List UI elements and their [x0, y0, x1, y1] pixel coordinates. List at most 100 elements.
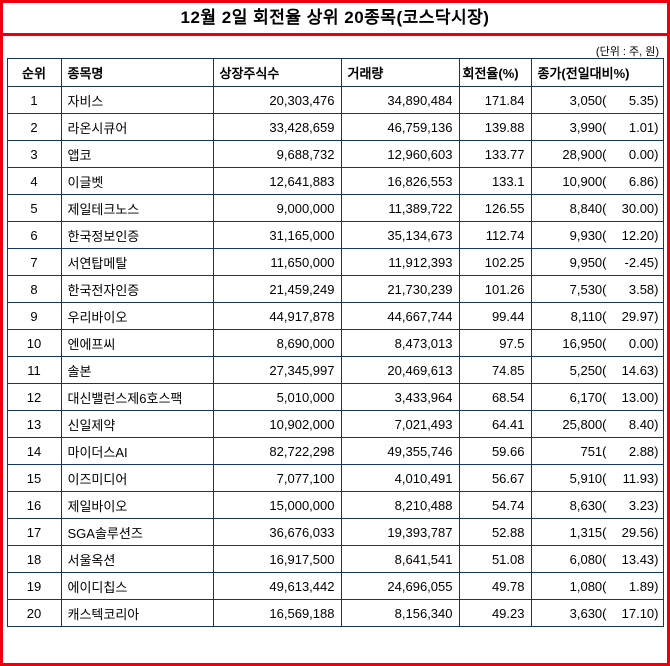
rank-cell: 12	[6, 383, 62, 411]
turnover-cell: 59.66	[458, 437, 532, 465]
close-price: 16,950(	[562, 335, 607, 351]
turnover-cell: 74.85	[458, 356, 532, 384]
close-cell: 8,110(29.97)	[530, 302, 664, 330]
close-change-pct: 13.00)	[621, 389, 659, 405]
close-wrap: 9,950( -2.45)	[538, 255, 659, 270]
shares-cell: 20,303,476	[212, 86, 342, 114]
close-cell: 3,050(5.35)	[530, 86, 664, 114]
turnover-cell: 171.84	[458, 86, 532, 114]
table-row: 1 자비스 20,303,476 34,890,484 171.84 3,050(5.35…	[6, 86, 664, 114]
table-row: 7 서연탑메탈 11,650,000 11,912,393 102.25 9,950(-2…	[6, 248, 664, 276]
shares-cell: 27,345,997	[212, 356, 342, 384]
name-cell: 앱코	[60, 140, 214, 168]
close-wrap: 1,315(29.56)	[538, 525, 659, 540]
volume-cell: 7,021,493	[340, 410, 460, 438]
close-cell: 5,910(11.93)	[530, 464, 664, 492]
turnover-cell: 49.78	[458, 572, 532, 600]
table-row: 3 앱코 9,688,732 12,960,603 133.77 28,900(0.00)	[6, 140, 664, 168]
turnover-cell: 68.54	[458, 383, 532, 411]
name-cell: 엔에프씨	[60, 329, 214, 357]
volume-cell: 8,156,340	[340, 599, 460, 627]
close-cell: 5,250(14.63)	[530, 356, 664, 384]
column-header-name: 종목명	[60, 58, 214, 87]
table-row: 9 우리바이오 44,917,878 44,667,744 99.44 8,110(29.…	[6, 302, 664, 330]
close-price: 3,630(	[569, 605, 607, 621]
name-cell: 에이디칩스	[60, 572, 214, 600]
rank-cell: 8	[6, 275, 62, 303]
close-price: 8,630(	[569, 497, 607, 513]
close-price: 9,950(	[569, 254, 607, 270]
close-cell: 10,900(6.86)	[530, 167, 664, 195]
volume-cell: 20,469,613	[340, 356, 460, 384]
close-cell: 9,950( -2.45)	[530, 248, 664, 276]
table-row: 18 서울옥션 16,917,500 8,641,541 51.08 6,080(13.4…	[6, 545, 664, 573]
close-change-pct: 12.20)	[621, 227, 659, 243]
shares-cell: 5,010,000	[212, 383, 342, 411]
shares-cell: 7,077,100	[212, 464, 342, 492]
close-wrap: 9,930(12.20)	[538, 228, 659, 243]
table-header-row: 순위 종목명 상장주식수 거래량 회전율(%) 종가(전일대비%)	[6, 58, 664, 87]
close-wrap: 6,170(13.00)	[538, 390, 659, 405]
close-wrap: 8,630(3.23)	[538, 498, 659, 513]
shares-cell: 16,917,500	[212, 545, 342, 573]
unit-note: (단위 : 주, 원)	[595, 46, 659, 58]
close-cell: 6,080(13.43)	[530, 545, 664, 573]
turnover-cell: 52.88	[458, 518, 532, 546]
close-wrap: 7,530(3.58)	[538, 282, 659, 297]
close-price: 10,900(	[562, 173, 607, 189]
shares-cell: 82,722,298	[212, 437, 342, 465]
close-cell: 1,315(29.56)	[530, 518, 664, 546]
column-header-turnover: 회전율(%)	[458, 58, 532, 87]
close-change-pct: 1.89)	[628, 578, 659, 594]
rank-cell: 18	[6, 545, 62, 573]
rank-cell: 15	[6, 464, 62, 492]
table-row: 10 엔에프씨 8,690,000 8,473,013 97.5 16,950(0.00)	[6, 329, 664, 357]
rank-cell: 7	[6, 248, 62, 276]
name-cell: 솔본	[60, 356, 214, 384]
volume-cell: 12,960,603	[340, 140, 460, 168]
close-price: 3,990(	[569, 119, 607, 135]
close-cell: 3,990( 1.01)	[530, 113, 664, 141]
rank-cell: 11	[6, 356, 62, 384]
table-row: 8 한국전자인증 21,459,249 21,730,239 101.26 7,530(3…	[6, 275, 664, 303]
close-change-pct: 13.43)	[621, 551, 659, 567]
turnover-cell: 102.25	[458, 248, 532, 276]
turnover-cell: 101.26	[458, 275, 532, 303]
close-wrap: 6,080(13.43)	[538, 552, 659, 567]
rank-cell: 2	[6, 113, 62, 141]
volume-cell: 3,433,964	[340, 383, 460, 411]
close-price: 28,900(	[562, 146, 607, 162]
close-price: 8,840(	[569, 200, 607, 216]
table-row: 5 제일테크노스 9,000,000 11,389,722 126.55 8,840(30…	[6, 194, 664, 222]
close-cell: 8,630(3.23)	[530, 491, 664, 519]
volume-cell: 8,641,541	[340, 545, 460, 573]
table-row: 15 이즈미디어 7,077,100 4,010,491 56.67 5,910(11.9…	[6, 464, 664, 492]
close-wrap: 8,840( 30.00)	[538, 201, 659, 216]
table-row: 16 제일바이오 15,000,000 8,210,488 54.74 8,630(3.2…	[6, 491, 664, 519]
close-change-pct: 11.93)	[622, 470, 659, 486]
close-wrap: 751(2.88)	[538, 444, 658, 459]
turnover-cell: 99.44	[458, 302, 532, 330]
rank-cell: 6	[6, 221, 62, 249]
volume-cell: 8,473,013	[340, 329, 460, 357]
close-cell: 28,900(0.00)	[530, 140, 664, 168]
table-row: 2 라온시큐어 33,428,659 46,759,136 139.88 3,990(1.…	[6, 113, 664, 141]
shares-cell: 9,000,000	[212, 194, 342, 222]
table-row: 6 한국정보인증 31,165,000 35,134,673 112.74 9,930(1…	[6, 221, 664, 249]
rank-cell: 5	[6, 194, 62, 222]
volume-cell: 24,696,055	[340, 572, 460, 600]
volume-cell: 4,010,491	[340, 464, 460, 492]
close-change-pct: 1.01)	[628, 119, 659, 135]
table-body: 1 자비스 20,303,476 34,890,484 171.84 3,050(5.35…	[6, 86, 664, 627]
close-change-pct: 30.00)	[621, 200, 659, 216]
close-cell: 3,630( 17.10)	[530, 599, 664, 627]
close-change-pct: -2.45)	[624, 254, 659, 270]
close-price: 7,530(	[569, 281, 607, 297]
close-change-pct: 17.10)	[621, 605, 659, 621]
close-wrap: 10,900(6.86)	[538, 173, 658, 189]
rank-cell: 13	[6, 410, 62, 438]
turnover-cell: 64.41	[458, 410, 532, 438]
turnover-cell: 54.74	[458, 491, 532, 519]
name-cell: 마이더스AI	[60, 437, 214, 465]
